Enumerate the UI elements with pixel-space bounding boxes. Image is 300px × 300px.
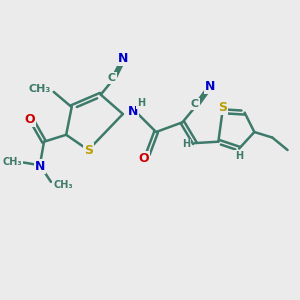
Text: CH₃: CH₃ [2, 158, 22, 167]
Text: CH₃: CH₃ [29, 84, 51, 94]
Text: H: H [137, 98, 145, 108]
Text: N: N [118, 52, 128, 65]
Text: CH₃: CH₃ [54, 180, 73, 190]
Text: N: N [35, 160, 45, 173]
Text: N: N [205, 80, 215, 93]
Text: C: C [108, 73, 116, 83]
Text: O: O [25, 113, 35, 126]
Text: S: S [84, 143, 93, 157]
Text: H: H [235, 151, 243, 160]
Text: C: C [191, 99, 199, 109]
Text: S: S [218, 100, 227, 114]
Text: H: H [182, 140, 190, 149]
Text: O: O [138, 152, 149, 165]
Text: N: N [128, 105, 138, 118]
